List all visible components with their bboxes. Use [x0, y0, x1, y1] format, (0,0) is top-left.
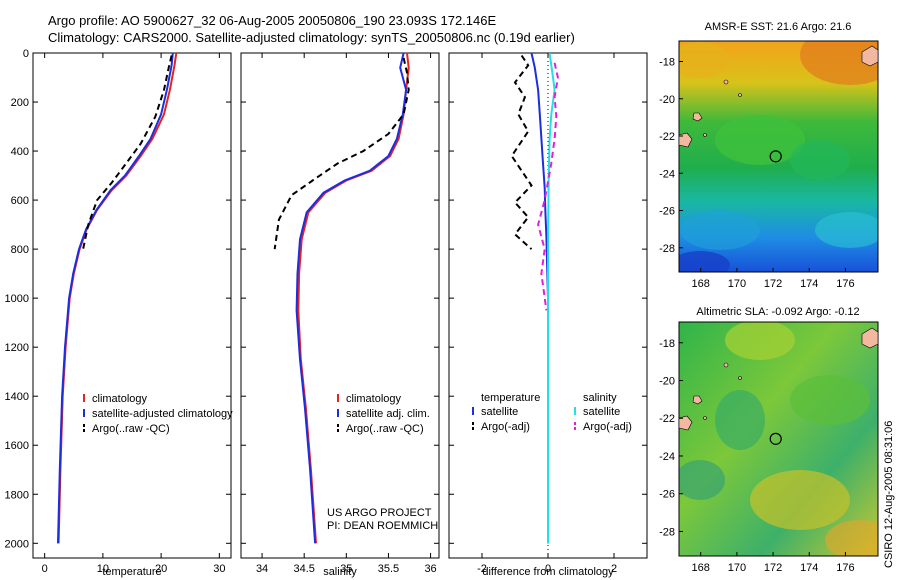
temperature-legend-label: Argo(..raw -QC)	[92, 423, 170, 435]
depth-tick-label: 1000	[5, 293, 29, 305]
difference-xtick-label: 0	[545, 563, 551, 575]
sst-ytick-label: -20	[659, 94, 675, 106]
salinity-xlabel: salinity	[323, 566, 357, 578]
salinity-series-1	[295, 52, 408, 544]
difference-xlabel: difference from climatology	[482, 566, 614, 578]
diff-legend-label-temperature: satellite	[481, 406, 518, 418]
diff-legend-title-salinity: salinity	[583, 392, 617, 404]
diff-legend-label-salinity: satellite	[583, 406, 620, 418]
sla-map: Altimetric SLA: -0.092 Argo: -0.12 168 17…	[659, 306, 879, 574]
profile-title: Argo profile: AO 5900627_32 06-Aug-2005 …	[48, 13, 496, 28]
sst-map-title: AMSR-E SST: 21.6 Argo: 21.6	[705, 21, 852, 33]
temperature-xtick-label: 0	[42, 563, 48, 575]
salinity-legend-label: satellite adj. clim.	[346, 408, 430, 420]
difference-series-3	[537, 62, 559, 311]
sla-xtick-label: 170	[728, 562, 746, 574]
depth-tick-label: 0	[23, 48, 29, 60]
sla-map-title: Altimetric SLA: -0.092 Argo: -0.12	[696, 306, 859, 318]
temperature-xtick-label: 30	[213, 563, 225, 575]
sst-island-shapes	[678, 45, 879, 148]
salinity-xtick-label: 36	[424, 563, 436, 575]
sla-argo-marker	[769, 432, 782, 445]
temperature-legend-label: satellite-adjusted climatology	[92, 408, 233, 420]
project-annotation: PI: DEAN ROEMMICH	[327, 520, 438, 532]
sla-ytick-label: -26	[659, 489, 675, 501]
temperature-series-1	[57, 52, 174, 544]
sst-ytick-label: -24	[659, 168, 675, 180]
sla-ytick-label: -24	[659, 451, 675, 463]
temperature-xtick-label: 10	[97, 563, 109, 575]
sst-ytick-label: -18	[659, 56, 675, 68]
sst-argo-marker	[769, 150, 782, 163]
depth-tick-label: 1400	[5, 391, 29, 403]
depth-tick-label: 200	[11, 97, 29, 109]
salinity-xtick-label: 34.5	[293, 563, 314, 575]
salinity-xtick-label: 35.5	[378, 563, 399, 575]
sla-xtick-label: 174	[800, 562, 818, 574]
climatology-title: Climatology: CARS2000. Satellite-adjuste…	[48, 30, 575, 45]
depth-tick-label: 800	[11, 244, 29, 256]
depth-tick-label: 2000	[5, 538, 29, 550]
temperature-axes-box	[32, 52, 232, 559]
depth-tick-label: 1600	[5, 440, 29, 452]
sla-island-shapes	[678, 327, 879, 431]
difference-series-1	[510, 54, 533, 250]
temperature-legend-label: climatology	[92, 393, 148, 405]
side-timestamp: CSIRO 12-Aug-2005 08:31:06	[883, 421, 895, 568]
difference-series-2	[547, 52, 556, 544]
sla-ytick-label: -20	[659, 376, 675, 388]
sst-xtick-label: 176	[836, 278, 854, 290]
depth-tick-label: 400	[11, 146, 29, 158]
sst-map: AMSR-E SST: 21.6 Argo: 21.6 168 170 172 174…	[659, 21, 879, 290]
sla-xtick-label: 168	[692, 562, 710, 574]
salinity-xtick-label: 35	[340, 563, 352, 575]
sst-ytick-label: -22	[659, 131, 675, 143]
difference-xtick-label: 2	[611, 563, 617, 575]
temperature-series-2	[82, 55, 173, 250]
diff-legend-label-salinity: Argo(-adj)	[583, 421, 632, 433]
project-annotation: US ARGO PROJECT	[327, 507, 432, 519]
sst-ytick-label: -26	[659, 206, 675, 218]
depth-tick-label: 600	[11, 195, 29, 207]
sst-xtick-label: 174	[800, 278, 818, 290]
sla-ytick-label: -18	[659, 338, 675, 350]
difference-xtick-label: -2	[477, 563, 487, 575]
sst-xtick-label: 168	[692, 278, 710, 290]
temperature-xlabel: temperature	[102, 566, 161, 578]
depth-tick-label: 1800	[5, 489, 29, 501]
temperature-panel: 0 10 20 30 temperature 0 200 400 600 800 1000 1200 1…	[5, 48, 234, 578]
sst-xtick-label: 170	[728, 278, 746, 290]
salinity-legend-label: Argo(..raw -QC)	[346, 423, 424, 435]
salinity-series-2	[273, 57, 410, 250]
sst-ytick-label: -28	[659, 243, 675, 255]
salinity-axes-box	[240, 52, 440, 559]
sla-ytick-label: -28	[659, 526, 675, 538]
sla-ytick-label: -22	[659, 413, 675, 425]
sla-xtick-label: 172	[764, 562, 782, 574]
temperature-xtick-label: 20	[155, 563, 167, 575]
depth-tick-label: 1200	[5, 342, 29, 354]
salinity-legend-label: climatology	[346, 393, 402, 405]
salinity-xtick-label: 34	[256, 563, 268, 575]
diff-legend-label-temperature: Argo(-adj)	[481, 421, 530, 433]
sla-xtick-label: 176	[836, 562, 854, 574]
salinity-panel: 34 34.5 35 35.5 36 salinity climatology satelli…	[240, 52, 440, 578]
diff-legend-title-temperature: temperature	[481, 392, 540, 404]
sst-xtick-label: 172	[764, 278, 782, 290]
